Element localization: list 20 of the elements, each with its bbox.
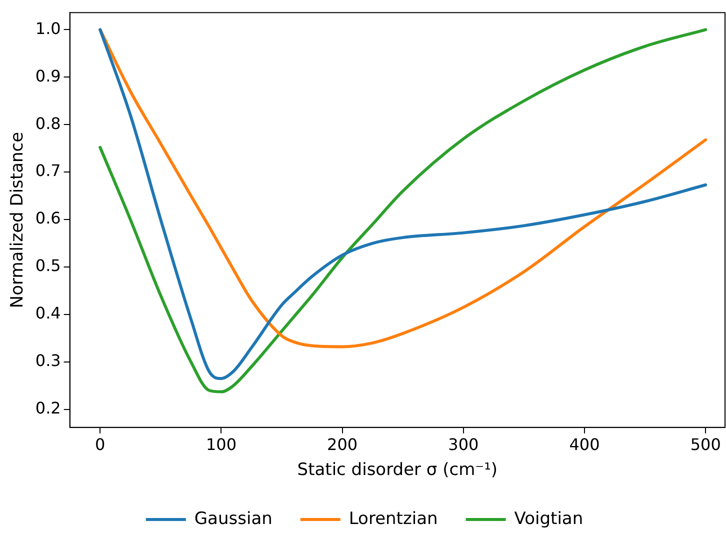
y-tick-label: 0.2	[35, 398, 61, 418]
y-tick-label: 0.8	[35, 114, 61, 133]
y-tick-label: 0.3	[35, 351, 61, 370]
y-tick-label: 0.4	[35, 304, 61, 323]
x-tick-label: 500	[690, 435, 721, 454]
y-tick-label: 1.0	[35, 18, 61, 38]
legend-label: Lorentzian	[348, 508, 438, 529]
x-tick-label: 400	[569, 435, 600, 454]
y-tick-label: 0.9	[35, 66, 61, 86]
x-tick-label: 300	[448, 435, 479, 454]
y-tick-label: 0.5	[35, 256, 61, 276]
y-tick-label: 0.7	[35, 161, 61, 180]
x-tick-label: 200	[327, 435, 358, 454]
legend-label: Voigtian	[514, 508, 584, 529]
x-tick-label: 0	[95, 435, 106, 454]
y-axis-title: Normalized Distance	[8, 132, 28, 308]
legend-label: Gaussian	[194, 508, 272, 529]
x-axis-title: Static disorder σ (cm⁻¹)	[297, 460, 498, 480]
y-tick-label: 0.6	[35, 208, 61, 228]
x-tick-label: 100	[206, 435, 236, 454]
